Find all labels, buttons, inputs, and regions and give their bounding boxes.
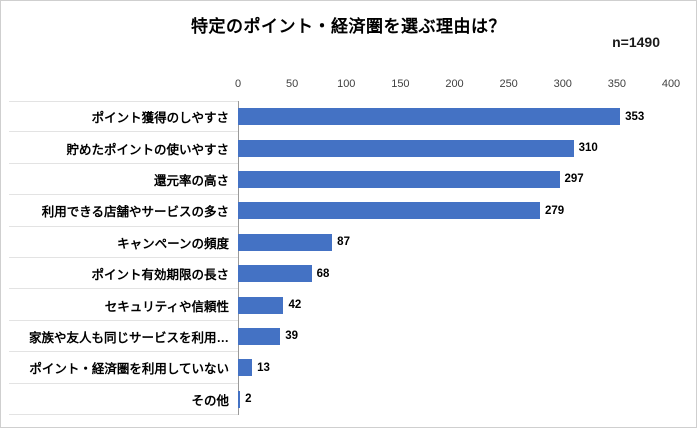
axis-tick-mark xyxy=(9,194,238,196)
value-label: 39 xyxy=(285,330,298,343)
bar-row: 貯めたポイントの使いやすさ 310 xyxy=(1,132,696,164)
axis-tick-mark xyxy=(9,101,238,102)
category-axis-line xyxy=(238,101,239,415)
bar-row: 利用できる店舗やサービスの多さ 279 xyxy=(1,195,696,227)
value-label: 297 xyxy=(564,173,584,186)
value-label: 68 xyxy=(316,267,330,280)
bar-row: 家族や友人も同じサービスを利用… 39 xyxy=(1,321,696,353)
bar xyxy=(238,390,241,408)
category-label: ポイント・経済圏を利用していない xyxy=(29,362,229,377)
axis-tick-mark xyxy=(9,382,238,384)
axis-tick-mark xyxy=(9,256,238,258)
bar xyxy=(238,170,560,188)
bar-row: ポイント・経済圏を利用していない 13 xyxy=(1,352,696,384)
category-label: 利用できる店舗やサービスの多さ xyxy=(41,205,229,220)
x-tick-label: 400 xyxy=(661,78,681,90)
x-tick-label: 0 xyxy=(234,78,242,90)
bar xyxy=(238,139,574,157)
bar xyxy=(238,359,253,377)
axis-tick-mark xyxy=(9,225,238,227)
axis-tick-mark xyxy=(9,288,238,290)
value-label: 42 xyxy=(288,299,302,312)
value-label: 13 xyxy=(257,361,270,374)
axis-tick-mark xyxy=(9,351,238,353)
axis-tick-mark xyxy=(9,319,238,321)
value-label: 353 xyxy=(625,110,645,123)
x-tick-label: 150 xyxy=(391,78,410,90)
category-label: 還元率の高さ xyxy=(153,173,229,188)
category-label: 家族や友人も同じサービスを利用… xyxy=(28,330,229,345)
bar-rows: ポイント獲得のしやすさ 353 貯めたポイントの使いやすさ 310 還元率の高さ 297 利… xyxy=(1,101,696,415)
bar xyxy=(238,265,312,283)
bar-row: ポイント有効期限の長さ 68 xyxy=(1,258,696,290)
x-tick-label: 350 xyxy=(607,78,627,90)
category-label: ポイント有効期限の長さ xyxy=(91,268,229,283)
x-axis-ticks: 0 50 100 150 200 250 300 350 400 xyxy=(1,78,696,92)
value-label: 87 xyxy=(337,236,350,249)
bar xyxy=(238,202,541,220)
x-tick-label: 300 xyxy=(553,78,572,90)
bar xyxy=(238,108,621,126)
category-label: ポイント獲得のしやすさ xyxy=(91,111,229,126)
bar xyxy=(238,233,333,251)
sample-size-label: n=1490 xyxy=(612,34,660,50)
bar xyxy=(238,327,281,345)
x-tick-label: 50 xyxy=(286,78,299,90)
bar xyxy=(238,296,284,314)
value-label: 310 xyxy=(578,142,598,155)
chart-title: 特定のポイント・経済圏を選ぶ理由は？ xyxy=(191,17,506,36)
x-tick-label: 200 xyxy=(445,78,464,90)
bar-row: 還元率の高さ 297 xyxy=(1,164,696,196)
category-label: セキュリティや信頼性 xyxy=(104,299,229,314)
x-tick-label: 250 xyxy=(499,78,518,90)
category-label: その他 xyxy=(191,393,229,408)
bar-row: セキュリティや信頼性 42 xyxy=(1,289,696,321)
bar-row: その他 2 xyxy=(1,384,696,415)
axis-tick-mark xyxy=(9,162,238,164)
axis-tick-mark xyxy=(9,413,238,415)
category-label: 貯めたポイントの使いやすさ xyxy=(66,142,229,157)
bar-row: キャンペーンの頻度 87 xyxy=(1,227,696,258)
value-label: 279 xyxy=(545,204,565,217)
value-label: 2 xyxy=(245,393,252,406)
bar-row: ポイント獲得のしやすさ 353 xyxy=(1,101,696,133)
x-tick-label: 100 xyxy=(337,78,356,90)
category-label: キャンペーンの頻度 xyxy=(117,236,229,251)
axis-tick-mark xyxy=(9,131,238,133)
